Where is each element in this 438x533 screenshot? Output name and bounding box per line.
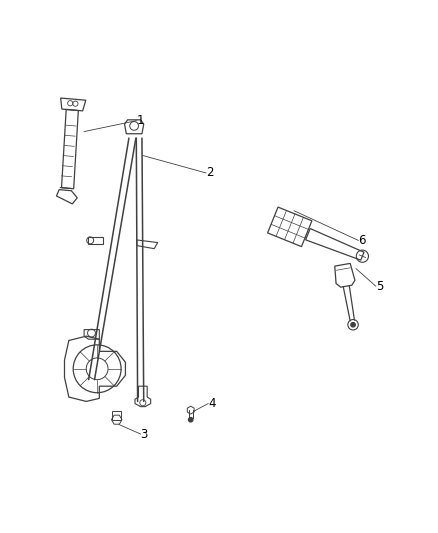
Bar: [113, 411, 121, 419]
Text: 6: 6: [358, 234, 366, 247]
Text: 1: 1: [136, 114, 144, 127]
Text: 2: 2: [206, 166, 213, 180]
Text: 4: 4: [208, 397, 215, 410]
Text: 3: 3: [141, 427, 148, 441]
Circle shape: [351, 322, 355, 327]
Text: 5: 5: [376, 280, 383, 293]
Circle shape: [188, 417, 193, 422]
